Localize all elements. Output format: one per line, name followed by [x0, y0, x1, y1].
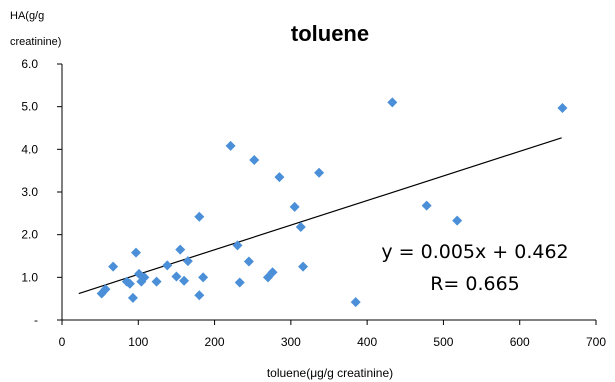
x-tick-label: 300 [281, 335, 301, 349]
x-tick-labels: 0 100 200 300 400 500 600 700 [59, 335, 607, 349]
data-point [289, 201, 300, 212]
data-point [295, 221, 306, 232]
data-point [387, 97, 398, 108]
data-point [151, 276, 162, 287]
chart-title: toluene [291, 21, 369, 46]
axes [57, 63, 597, 325]
y-tick-labels: - 1.0 2.0 3.0 4.0 5.0 6.0 [21, 57, 38, 327]
data-point [108, 261, 119, 272]
data-point [194, 290, 205, 301]
y-axis-label-line2: creatinine) [10, 36, 61, 48]
x-axis-label: toluene(μg/g creatinine) [267, 366, 393, 380]
data-point [298, 261, 309, 272]
y-tick-label: 5.0 [21, 100, 38, 114]
data-point [162, 260, 173, 271]
x-tick-label: 100 [128, 335, 148, 349]
data-point [249, 155, 260, 165]
x-tick-label: 0 [59, 335, 66, 349]
data-point [267, 267, 278, 278]
data-point [314, 167, 325, 178]
data-point [127, 292, 138, 303]
y-tick-label: - [34, 313, 38, 327]
regression-equation: y = 0.005x + 0.462 [381, 241, 568, 263]
y-tick-label: 1.0 [21, 270, 38, 284]
y-tick-label: 4.0 [21, 142, 38, 156]
data-point [421, 200, 432, 211]
data-point [274, 172, 285, 183]
data-point [100, 284, 111, 295]
trendline-group [78, 137, 562, 295]
x-tick-label: 400 [357, 335, 377, 349]
data-point [171, 271, 182, 282]
y-tick-label: 6.0 [21, 57, 38, 71]
data-point [175, 244, 186, 255]
y-tick-label: 3.0 [21, 185, 38, 199]
data-point [234, 277, 245, 288]
data-point [232, 240, 243, 251]
data-point [130, 247, 141, 258]
trendline [78, 137, 562, 295]
data-point [194, 211, 205, 222]
x-tick-label: 700 [586, 335, 606, 349]
x-tick-label: 600 [510, 335, 530, 349]
data-point [139, 272, 150, 283]
data-point [243, 256, 254, 267]
x-tick-label: 500 [433, 335, 453, 349]
data-point [225, 140, 236, 151]
data-point [198, 272, 209, 283]
x-tick-label: 200 [205, 335, 225, 349]
data-points [96, 97, 568, 308]
data-point [350, 297, 361, 308]
data-point [124, 278, 135, 289]
y-tick-label: 2.0 [21, 228, 38, 242]
correlation-label: R= 0.665 [430, 273, 520, 295]
data-point [182, 256, 193, 267]
data-point [179, 275, 190, 286]
y-axis-label-line1: HA(g/g [10, 10, 44, 22]
data-point [452, 215, 463, 226]
data-point [557, 102, 568, 113]
